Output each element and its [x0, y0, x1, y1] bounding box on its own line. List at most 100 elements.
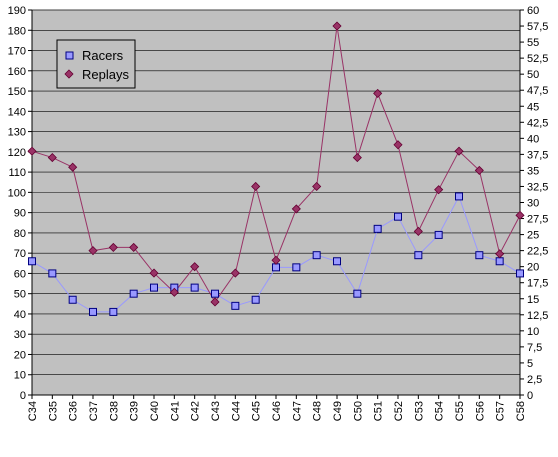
x-tick-label: C51 — [373, 401, 385, 421]
data-point-racers — [434, 230, 443, 239]
right-tick-label: 42,5 — [527, 117, 548, 129]
data-point-racers — [109, 307, 118, 316]
left-tick-label: 60 — [14, 268, 26, 280]
x-tick-label: C49 — [332, 401, 344, 421]
data-point-racers — [129, 289, 138, 298]
data-point-replays — [332, 21, 342, 31]
right-tick-label: 20 — [527, 262, 539, 274]
data-point-replays — [68, 162, 78, 172]
data-point-replays — [312, 181, 322, 192]
left-tick-label: 170 — [8, 46, 26, 58]
right-tick-label: 37,5 — [527, 149, 548, 161]
right-tick-label: 10 — [527, 326, 539, 338]
data-point-racers — [89, 307, 97, 316]
x-tick-label: C40 — [149, 401, 161, 421]
left-tick-label: 140 — [8, 106, 26, 118]
x-tick-label: C37 — [88, 401, 100, 421]
data-point-replays — [210, 297, 220, 307]
right-tick-label: 47,5 — [527, 85, 548, 97]
left-tick-label: 160 — [8, 66, 26, 78]
right-tick-label: 40 — [527, 133, 539, 145]
legend-box — [56, 39, 136, 89]
right-tick-label: 25 — [527, 230, 539, 242]
left-tick-label: 70 — [14, 248, 26, 260]
x-tick-label: C42 — [190, 401, 202, 421]
data-point-racers — [211, 289, 219, 298]
data-point-racers — [455, 192, 463, 201]
x-tick-label: C36 — [68, 401, 80, 421]
data-point-racers — [251, 295, 260, 304]
data-point-replays — [271, 255, 281, 265]
x-tick-label: C54 — [434, 401, 446, 421]
legend-marker-racers — [65, 51, 74, 60]
data-point-racers — [272, 263, 280, 272]
data-point-racers — [495, 257, 504, 266]
data-point-racers — [231, 301, 240, 310]
right-tick-label: 30 — [527, 198, 539, 210]
left-tick-label: 180 — [8, 25, 26, 37]
data-point-replays — [352, 153, 362, 163]
left-tick-label: 40 — [14, 309, 26, 321]
x-tick-label: C48 — [312, 401, 324, 421]
x-tick-label: C41 — [169, 401, 181, 421]
right-tick-label: 57,5 — [527, 21, 548, 33]
x-tick-label: C47 — [291, 401, 303, 421]
data-point-replays — [149, 268, 159, 278]
data-point-racers — [28, 257, 36, 266]
x-tick-label: C52 — [393, 401, 405, 421]
left-tick-label: 10 — [14, 370, 26, 382]
left-tick-label: 190 — [8, 5, 26, 17]
right-tick-label: 2,5 — [527, 374, 542, 386]
gridlines — [32, 9, 520, 376]
data-point-replays — [393, 140, 403, 150]
data-point-racers — [150, 283, 158, 292]
right-tick-label: 22,5 — [527, 246, 548, 258]
legend: Racers Replays — [56, 39, 136, 89]
left-axis: 0 10 20 30 40 50 60 70 80 90 100 110 120 130 140 150 160… — [8, 5, 33, 402]
x-tick-label: C57 — [495, 401, 507, 421]
data-point-replays — [495, 249, 505, 259]
right-tick-label: 15 — [527, 294, 539, 306]
right-tick-label: 5 — [527, 358, 533, 370]
right-tick-label: 35 — [527, 165, 539, 177]
data-point-replays — [291, 204, 301, 214]
data-point-racers — [312, 251, 321, 260]
x-axis: C34 C35 C36 C37 C38 C39 C40 C41 C42 C43 C44 C45 C46 C… — [27, 394, 527, 421]
x-tick-label: C53 — [413, 401, 425, 421]
x-tick-label: C38 — [108, 401, 120, 421]
data-point-replays — [474, 165, 484, 175]
x-tick-label: C46 — [271, 401, 283, 421]
x-tick-label: C50 — [352, 401, 364, 421]
left-tick-label: 110 — [8, 167, 26, 179]
x-tick-label: C44 — [230, 401, 242, 421]
left-tick-label: 150 — [8, 86, 26, 98]
right-tick-label: 32,5 — [527, 181, 548, 193]
data-point-replays — [373, 88, 383, 98]
data-point-replays — [251, 181, 261, 192]
legend-label-racers: Racers — [82, 48, 124, 63]
left-tick-label: 130 — [8, 127, 26, 139]
x-tick-label: C58 — [515, 401, 527, 421]
x-tick-label: C34 — [27, 401, 39, 421]
data-point-replays — [108, 242, 118, 252]
data-point-replays — [190, 262, 200, 272]
x-tick-label: C55 — [454, 401, 466, 421]
x-tick-label: C39 — [129, 401, 141, 421]
right-tick-label: 60 — [527, 5, 539, 17]
left-tick-label: 90 — [14, 208, 26, 220]
x-tick-label: C45 — [251, 401, 263, 421]
data-point-replays — [47, 153, 57, 163]
data-point-replays — [27, 146, 37, 156]
data-point-racers — [68, 295, 77, 304]
data-point-replays — [413, 226, 423, 236]
left-tick-label: 100 — [8, 187, 26, 199]
x-tick-label: C43 — [210, 401, 222, 421]
right-tick-label: 12,5 — [527, 310, 548, 322]
data-point-racers — [353, 289, 362, 298]
legend-label-replays: Replays — [82, 67, 129, 82]
data-point-replays — [454, 146, 464, 156]
right-tick-label: 52,5 — [527, 53, 548, 65]
legend-marker-replays — [64, 69, 74, 79]
right-tick-label: 27,5 — [527, 214, 548, 226]
